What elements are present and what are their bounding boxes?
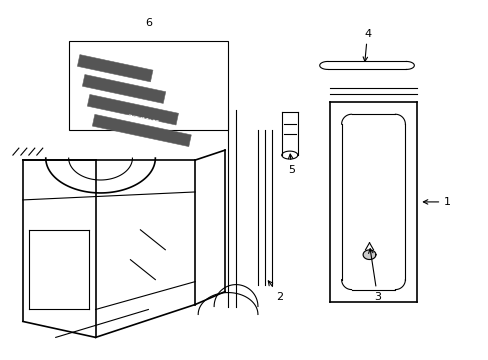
- Text: SAVANA: SAVANA: [122, 96, 145, 105]
- Text: 3: 3: [368, 249, 380, 302]
- Text: 2: 2: [268, 281, 283, 302]
- Polygon shape: [363, 250, 375, 260]
- Bar: [92, 114, 191, 147]
- Bar: [68, 41, 227, 130]
- Bar: [87, 94, 178, 125]
- Text: GMC TROPHY: GMC TROPHY: [106, 74, 143, 87]
- Text: 5: 5: [288, 154, 295, 175]
- Text: CHEVROLET: CHEVROLET: [126, 114, 159, 126]
- Text: EXPRESS: EXPRESS: [103, 55, 128, 66]
- Bar: [77, 55, 153, 82]
- Bar: [82, 75, 165, 103]
- Text: 6: 6: [144, 18, 152, 28]
- Text: 4: 4: [363, 28, 370, 62]
- Text: 1: 1: [423, 197, 450, 207]
